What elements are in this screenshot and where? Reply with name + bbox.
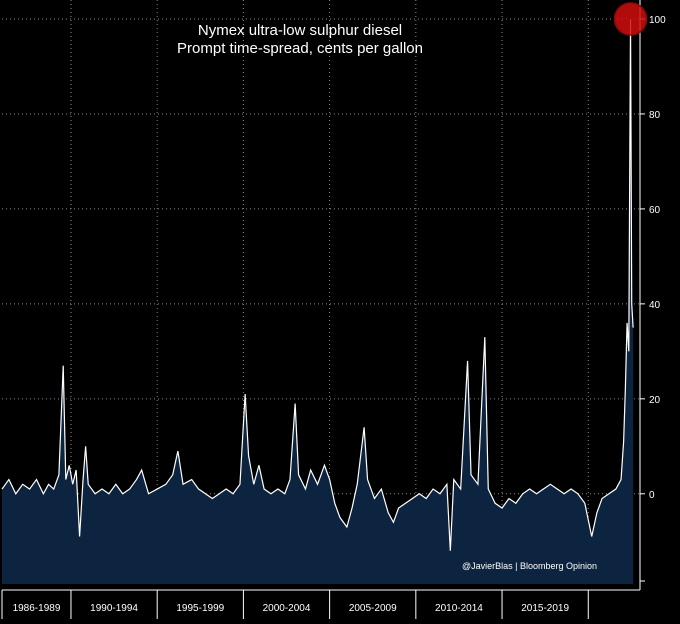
x-tick-label: 2005-2009 — [349, 603, 397, 614]
y-tick-label: 20 — [649, 395, 661, 406]
chart-title-block: Nymex ultra-low sulphur diesel Prompt ti… — [150, 22, 450, 58]
x-tick-label: 2000-2004 — [263, 603, 311, 614]
y-tick-label: 0 — [649, 490, 655, 501]
series-area — [1, 18, 634, 584]
series-line — [1, 18, 634, 551]
x-tick-label: 2010-2014 — [435, 603, 483, 614]
chart-title: Nymex ultra-low sulphur diesel — [197, 22, 403, 39]
y-tick-label: 60 — [649, 205, 661, 216]
x-tick-label: 1995-1999 — [176, 603, 224, 614]
spike-marker-circle — [613, 2, 648, 36]
grid — [2, 0, 640, 584]
y-tick-label: 40 — [649, 300, 661, 311]
y-tick-label: 100 — [649, 15, 666, 26]
credit-label: @JavierBlas | Bloomberg Opinion — [462, 561, 598, 571]
chart-subtitle: Prompt time-spread, cents per gallon — [177, 40, 423, 57]
axes: 0 20 40 60 80 100 1986-1989 1990-1994 1995-1999 2… — [1, 0, 666, 619]
annotation-layer — [613, 2, 648, 36]
x-tick-label: 1990-1994 — [90, 603, 138, 614]
y-tick-label: 80 — [649, 110, 661, 121]
x-tick-label: 1986-1989 — [13, 603, 61, 614]
x-tick-label: 2015-2019 — [521, 603, 569, 614]
series-fill — [2, 18, 634, 584]
